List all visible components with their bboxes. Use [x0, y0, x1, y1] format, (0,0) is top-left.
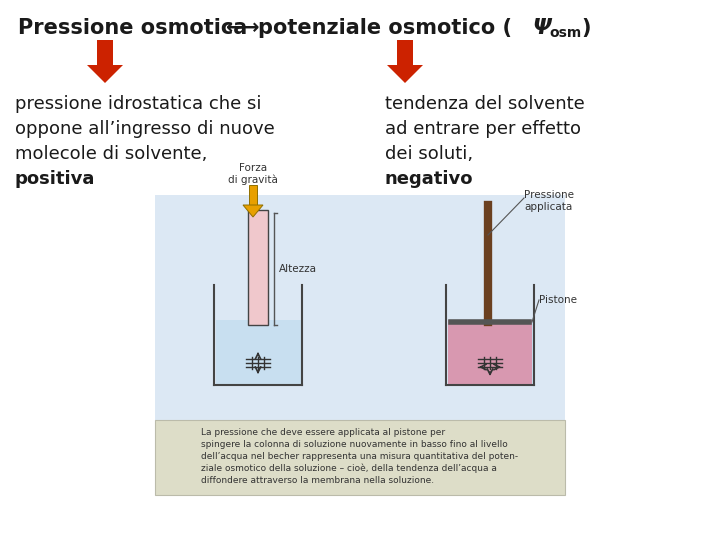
Text: →: → — [242, 18, 259, 38]
Text: oppone all’ingresso di nuove: oppone all’ingresso di nuove — [15, 120, 275, 138]
Text: Forza
di gravità: Forza di gravità — [228, 163, 278, 185]
Text: negativo: negativo — [385, 170, 474, 188]
Text: ad entrare per effetto: ad entrare per effetto — [385, 120, 581, 138]
Bar — [397, 40, 413, 65]
Text: pressione idrostatica che si: pressione idrostatica che si — [15, 95, 261, 113]
Text: molecole di solvente,: molecole di solvente, — [15, 145, 207, 163]
Polygon shape — [243, 205, 263, 217]
Text: ←: ← — [226, 18, 243, 38]
Text: Pressione
applicata: Pressione applicata — [524, 190, 574, 212]
Text: Altezza: Altezza — [279, 264, 317, 274]
Bar — [248, 210, 268, 325]
Text: La pressione che deve essere applicata al pistone per
spingere la colonna di sol: La pressione che deve essere applicata a… — [202, 428, 518, 485]
Bar — [448, 320, 532, 384]
Text: potenziale osmotico (: potenziale osmotico ( — [258, 18, 512, 38]
Bar — [448, 320, 533, 385]
Bar — [97, 40, 113, 65]
Bar — [155, 420, 565, 495]
Bar — [249, 185, 257, 205]
Polygon shape — [87, 65, 123, 83]
Text: tendenza del solvente: tendenza del solvente — [385, 95, 585, 113]
Text: Pressione osmotica: Pressione osmotica — [18, 18, 247, 38]
Text: osm: osm — [549, 26, 581, 40]
Text: dei soluti,: dei soluti, — [385, 145, 479, 163]
Text: Ψ: Ψ — [532, 18, 551, 38]
Text: ): ) — [581, 18, 590, 38]
Bar — [155, 195, 565, 425]
Text: Pistone: Pistone — [539, 295, 577, 305]
Polygon shape — [387, 65, 423, 83]
Text: positiva: positiva — [15, 170, 95, 188]
Bar — [215, 320, 300, 385]
